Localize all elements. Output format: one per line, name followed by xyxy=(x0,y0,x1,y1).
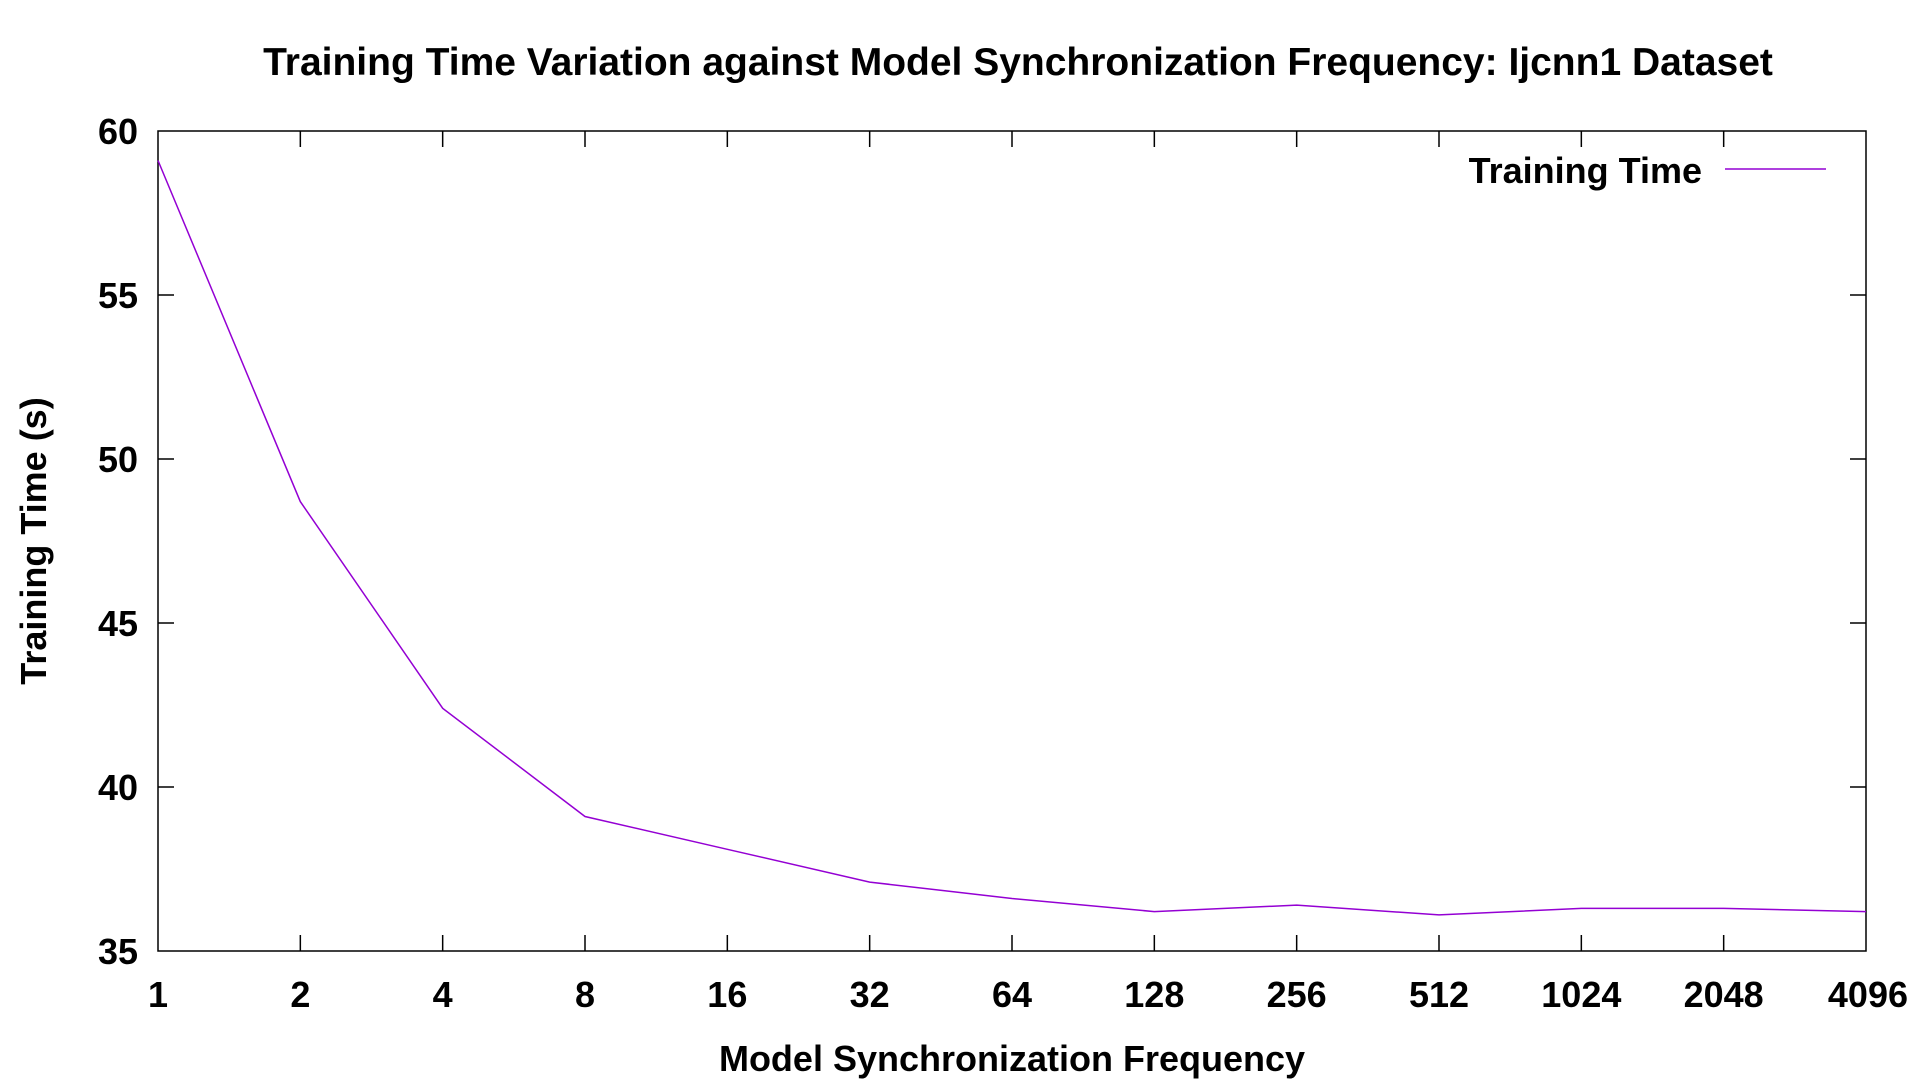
x-tick-label: 2048 xyxy=(1684,974,1764,1015)
y-tick-label: 60 xyxy=(98,111,138,152)
x-tick-label: 16 xyxy=(707,974,747,1015)
plot-frame xyxy=(157,130,1867,952)
y-tick-label: 45 xyxy=(98,603,138,644)
x-tick-label: 8 xyxy=(575,974,595,1015)
legend-label: Training Time xyxy=(1469,150,1702,191)
x-tick-label: 512 xyxy=(1409,974,1469,1015)
x-tick-label: 4096 xyxy=(1828,974,1908,1015)
y-axis-label: Training Time (s) xyxy=(13,397,54,684)
y-tick-label: 40 xyxy=(98,767,138,808)
x-tick-label: 256 xyxy=(1267,974,1327,1015)
x-tick-label: 4 xyxy=(433,974,453,1015)
y-axis: 35 40 45 50 55 60 xyxy=(98,111,1866,972)
x-tick-label: 1 xyxy=(148,974,168,1015)
y-tick-label: 35 xyxy=(98,931,138,972)
series-layer xyxy=(157,160,1867,916)
y-tick-label: 55 xyxy=(98,275,138,316)
x-tick-label: 128 xyxy=(1124,974,1184,1015)
x-tick-label: 32 xyxy=(850,974,890,1015)
x-axis-label: Model Synchronization Frequency xyxy=(719,1038,1305,1079)
legend: Training Time xyxy=(1469,150,1826,191)
x-tick-label: 1024 xyxy=(1541,974,1621,1015)
y-tick-label: 50 xyxy=(98,439,138,480)
chart-title: Training Time Variation against Model Sy… xyxy=(263,41,1773,84)
x-tick-label: 64 xyxy=(992,974,1032,1015)
series-line-training-time xyxy=(157,160,1867,916)
x-axis: 1 2 4 8 16 32 64 128 256 512 1024 2048 4096 xyxy=(148,131,1908,1015)
x-tick-label: 2 xyxy=(290,974,310,1015)
